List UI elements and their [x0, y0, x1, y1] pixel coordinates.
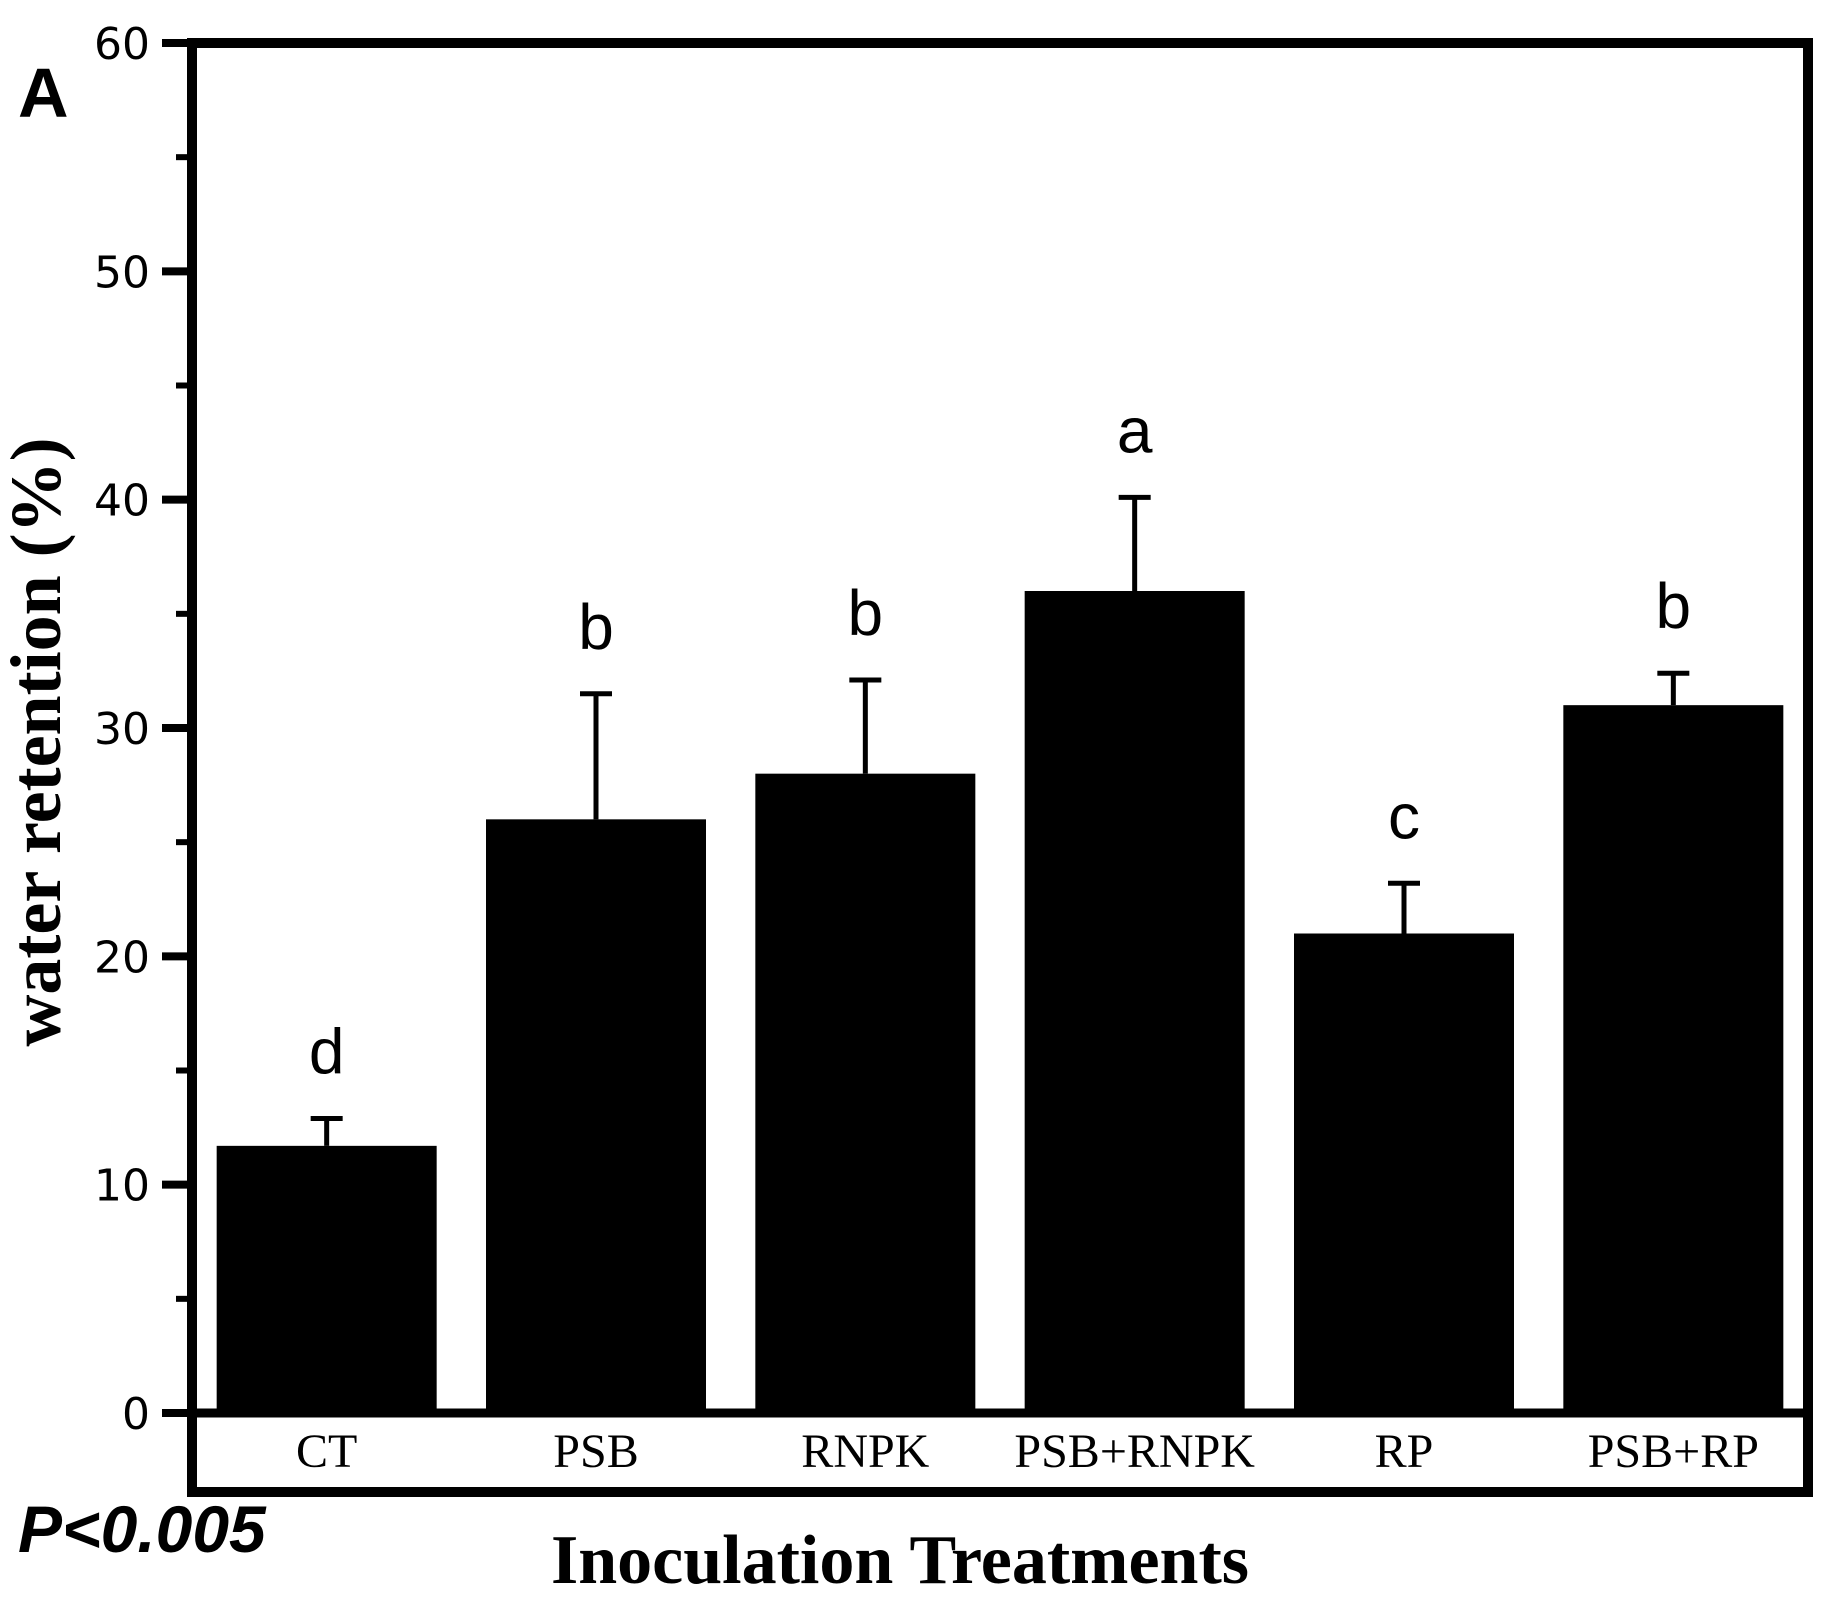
- panel-label: A: [18, 54, 69, 132]
- y-tick-label: 10: [94, 1161, 150, 1212]
- category-label: RP: [1375, 1425, 1434, 1478]
- significance-letter: a: [1117, 394, 1153, 466]
- bar: [1024, 591, 1245, 1417]
- significance-letter: c: [1388, 780, 1420, 852]
- bar: [1563, 705, 1784, 1417]
- significance-letter: b: [1656, 570, 1692, 642]
- y-tick-label: 50: [94, 247, 150, 298]
- bar: [216, 1145, 437, 1417]
- y-tick-label: 0: [122, 1389, 150, 1440]
- category-label: PSB+RNPK: [1014, 1425, 1255, 1478]
- bar: [486, 819, 706, 1417]
- category-label: CT: [296, 1425, 357, 1478]
- significance-letter: b: [578, 591, 614, 663]
- bar: [1294, 933, 1514, 1417]
- plot-frame: [187, 38, 1813, 1497]
- x-axis-title: Inoculation Treatments: [551, 1522, 1249, 1599]
- category-label: RNPK: [801, 1425, 929, 1478]
- y-tick-label: 60: [94, 19, 150, 70]
- category-label: PSB+RP: [1588, 1425, 1759, 1478]
- significance-letter: b: [848, 577, 884, 649]
- y-axis-title: water retention (%): [0, 437, 76, 1046]
- y-tick-label: 40: [94, 476, 150, 527]
- bar: [755, 773, 976, 1417]
- significance-letter: d: [309, 1015, 345, 1087]
- y-tick-label: 20: [94, 932, 150, 983]
- p-value-note: P<0.005: [18, 1492, 267, 1566]
- y-tick-label: 30: [94, 704, 150, 755]
- category-label: PSB: [553, 1425, 638, 1478]
